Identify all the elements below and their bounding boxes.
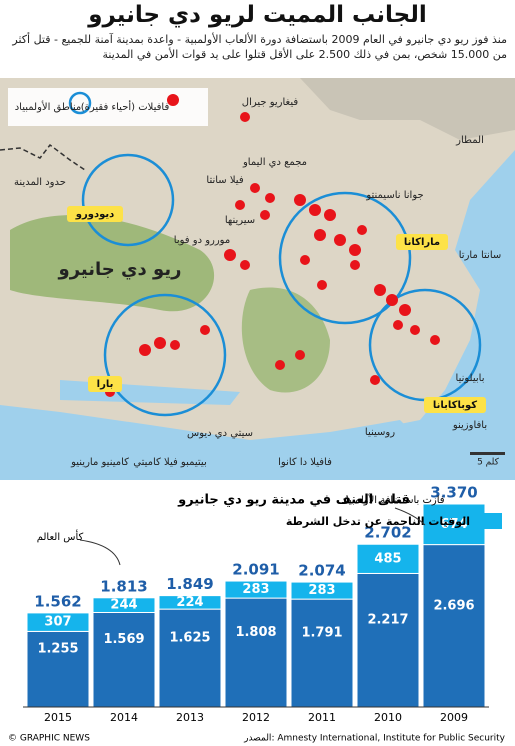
value-label: 283 [308,583,335,598]
credit: © GRAPHIC NEWS [8,734,90,744]
map-label: فافيلا دا كانوا [278,457,332,468]
value-label: 1.569 [103,632,144,647]
annotation-arrow [79,539,121,566]
total-label: 1.562 [34,592,81,610]
subtitle: منذ فوز ريو دي جانيرو في العام 2009 باست… [12,33,507,61]
map-label: بيتيمبو فيلا كاميتي [133,457,206,468]
map-label: فيلا سانتا [206,175,243,186]
source: المصدر: Amnesty International, Institute… [243,734,506,744]
bar-segment [92,597,156,613]
bar-segment [422,544,486,708]
total-label: 1.849 [166,575,213,593]
annotation: فازت باستضافة الأولمبياد [341,493,444,506]
bar-segment [26,630,90,708]
bar-segment [422,503,486,546]
zone-label: ديودورو [75,209,114,220]
map-label: 5 كلم [477,458,500,468]
value-label: 2.217 [367,613,408,628]
total-label: 3.370 [430,484,477,502]
zone-label: بارا [97,379,114,390]
total-label: 2.702 [364,524,411,542]
bar-segment [224,597,288,708]
value-label: 244 [110,598,137,613]
legend-swatch [478,513,502,529]
value-label: 307 [44,615,71,630]
map-label: حدود المدينة [14,177,66,188]
header: الجانب المميت لريو دي جانيرو منذ فوز ريو… [8,2,507,62]
value-label: 283 [242,582,269,597]
x-tick-label: 2009 [440,711,468,724]
legend-label: الوفيات الناجمة عن تدخل الشرطة [286,515,470,528]
annotation: كأس العالم [37,529,84,543]
chart-title: قتلى العنف في مدينة ريو دي جانيرو [177,493,410,508]
map-label: بابيلونيا [456,373,485,384]
title: الجانب المميت لريو دي جانيرو [88,2,427,28]
value-label: 1.625 [169,631,210,646]
legend-olympic: مناطق الأولمبياد [15,100,82,113]
bar-segment [356,543,420,574]
bar-segment [92,611,156,708]
value-label: 1.808 [235,625,276,640]
bar-segment [290,598,354,708]
map-label: المطار [455,135,484,146]
map-label: روسينيا [365,427,395,438]
bar-segment [26,612,90,632]
map-label: مجمع دي اليماو [242,157,307,168]
x-tick-label: 2014 [110,711,138,724]
value-label: 1.255 [37,642,78,657]
bar-segment [224,580,288,599]
map-label: بافاوزينو [452,420,487,431]
map-label: موررو دو فوبا [174,235,230,246]
map-label: ريو دي جانيرو [58,259,182,280]
x-tick-label: 2013 [176,711,204,724]
zone-label: ماراكانا [404,237,440,248]
map-label: سيرينها [225,215,255,226]
x-tick-label: 2010 [374,711,402,724]
bar-segment [290,581,354,600]
map-label: سيتي دي ديوس [187,428,253,439]
map-label: فيغاريو جيرال [242,97,299,108]
annotation-arrow [394,507,426,526]
map-label: كامينيو مارينيو [70,457,129,468]
legend-favelas: فافيلات (أحياء فقيرة) [81,100,170,113]
x-tick-label: 2011 [308,711,336,724]
zone-label: كوباكابانا [433,400,477,411]
x-tick-label: 2015 [44,711,72,724]
value-label: 485 [374,551,401,566]
total-label: 1.813 [100,577,147,595]
bar-segment [356,572,420,708]
total-label: 2.091 [232,561,279,579]
map: مناطق الأولمبياد فافيلات (أحياء فقيرة) ف… [0,78,515,480]
total-label: 2.074 [298,562,345,580]
bar-segment [158,608,222,708]
bar-segment [158,595,222,610]
value-label: 2.696 [433,598,474,613]
x-tick-label: 2012 [242,711,270,724]
value-label: 1.791 [301,626,342,641]
map-label: جوانا ناسيمنتو [365,190,423,201]
value-label: 224 [176,595,203,610]
map-label: سانتا مارتا [459,250,502,261]
map-base [0,78,515,480]
value-label: 674 [440,517,467,532]
